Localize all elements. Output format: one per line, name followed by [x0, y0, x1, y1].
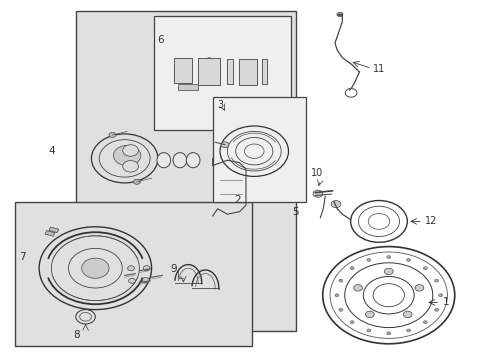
Bar	[49, 227, 59, 233]
Circle shape	[414, 285, 423, 291]
Text: 2: 2	[234, 195, 241, 205]
Ellipse shape	[173, 153, 186, 168]
Text: 12: 12	[425, 216, 437, 226]
Text: 3: 3	[217, 100, 224, 110]
Circle shape	[206, 65, 211, 68]
Circle shape	[338, 279, 342, 282]
Circle shape	[142, 278, 149, 283]
Circle shape	[206, 58, 211, 61]
Bar	[76, 11, 295, 331]
Bar	[173, 58, 192, 83]
Ellipse shape	[157, 153, 170, 168]
Circle shape	[128, 278, 135, 283]
Bar	[15, 202, 251, 346]
Circle shape	[206, 74, 211, 77]
Circle shape	[312, 190, 322, 197]
Ellipse shape	[186, 153, 200, 168]
Circle shape	[122, 161, 138, 172]
Text: 7: 7	[20, 252, 26, 262]
Bar	[261, 59, 267, 84]
Bar	[45, 231, 55, 236]
Bar	[227, 59, 233, 84]
Circle shape	[403, 311, 411, 318]
Text: 9: 9	[170, 264, 177, 274]
Text: 11: 11	[372, 64, 385, 74]
Circle shape	[353, 285, 362, 291]
Text: 5: 5	[291, 207, 298, 217]
Circle shape	[366, 329, 370, 332]
Circle shape	[365, 311, 373, 318]
Circle shape	[386, 256, 390, 258]
Circle shape	[349, 321, 353, 324]
Circle shape	[366, 258, 370, 261]
Text: 4: 4	[49, 146, 56, 156]
Circle shape	[438, 294, 442, 297]
Circle shape	[384, 268, 392, 275]
Circle shape	[338, 309, 342, 311]
Bar	[238, 59, 257, 85]
Circle shape	[127, 266, 134, 271]
Text: 8: 8	[73, 330, 80, 340]
Bar	[198, 58, 220, 85]
Circle shape	[133, 179, 140, 184]
Circle shape	[423, 267, 427, 270]
Circle shape	[434, 279, 438, 282]
Bar	[178, 84, 198, 90]
Circle shape	[423, 321, 427, 324]
Circle shape	[334, 294, 338, 297]
Bar	[212, 97, 305, 202]
Circle shape	[81, 258, 109, 278]
Circle shape	[386, 332, 390, 335]
Bar	[154, 16, 290, 130]
Circle shape	[143, 266, 150, 271]
Circle shape	[336, 12, 342, 17]
Circle shape	[349, 267, 353, 270]
Circle shape	[434, 309, 438, 311]
Text: 10: 10	[310, 168, 322, 178]
Circle shape	[406, 258, 410, 261]
Circle shape	[109, 132, 116, 138]
Circle shape	[113, 145, 141, 166]
Circle shape	[330, 201, 340, 208]
Text: 1: 1	[442, 297, 448, 307]
Circle shape	[221, 142, 228, 148]
Text: 6: 6	[157, 35, 164, 45]
Circle shape	[406, 329, 410, 332]
Circle shape	[122, 145, 138, 156]
